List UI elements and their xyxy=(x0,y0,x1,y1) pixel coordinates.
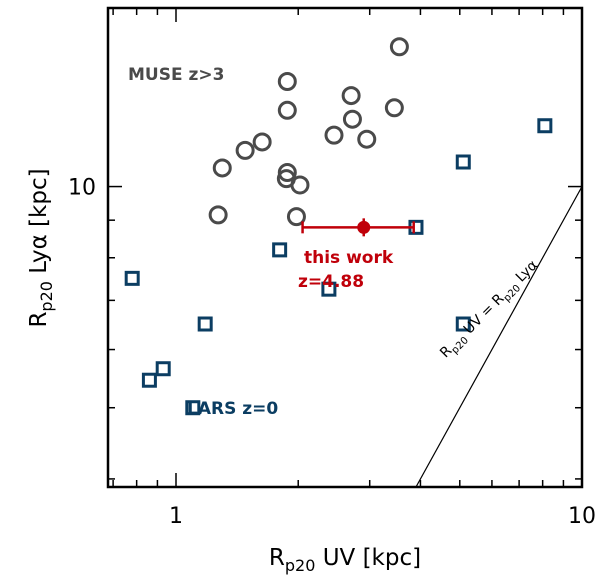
axis-tick-labels: 1 10 10 xyxy=(68,176,596,529)
lars-point xyxy=(155,361,171,377)
axis-ticks xyxy=(108,8,583,487)
lars-point xyxy=(272,242,288,258)
muse-point xyxy=(277,100,297,120)
plot-frame xyxy=(106,6,584,489)
lars-point xyxy=(321,281,337,297)
lars-point xyxy=(455,154,471,170)
muse-point xyxy=(384,98,404,118)
lars-point xyxy=(197,316,213,332)
y-axis-title: Rp20 Lyα [kpc] xyxy=(26,168,56,327)
x-tick-label: 1 xyxy=(169,504,183,529)
annotation-lars: LARS z=0 xyxy=(187,399,278,419)
lars-point xyxy=(124,270,140,286)
reference-line-label: Rp20 UV = Rp20 Lyα xyxy=(437,257,543,363)
plot-area xyxy=(124,37,582,487)
muse-point xyxy=(342,109,362,129)
y-tick-label: 10 xyxy=(68,176,96,201)
annotation-this-work: this work xyxy=(304,248,394,268)
x-tick-label: 10 xyxy=(568,504,596,529)
muse-point xyxy=(290,175,310,195)
muse-point xyxy=(324,125,344,145)
one-to-one-line xyxy=(415,186,582,487)
muse-point xyxy=(389,37,409,57)
this-work-point xyxy=(357,220,371,234)
muse-point xyxy=(252,132,272,152)
annotation-muse: MUSE z>3 xyxy=(128,65,224,85)
x-axis-title: Rp20 UV [kpc] xyxy=(269,545,421,575)
lars-point xyxy=(185,400,201,416)
muse-point xyxy=(341,86,361,106)
lars-point xyxy=(141,372,157,388)
muse-point xyxy=(212,158,232,178)
muse-point xyxy=(208,205,228,225)
annotation-redshift: z=4.88 xyxy=(298,272,364,292)
lars-point xyxy=(455,316,471,332)
muse-point xyxy=(235,140,255,160)
muse-point xyxy=(286,207,306,227)
muse-point xyxy=(357,129,377,149)
lars-point xyxy=(537,118,553,134)
muse-point xyxy=(277,71,297,91)
